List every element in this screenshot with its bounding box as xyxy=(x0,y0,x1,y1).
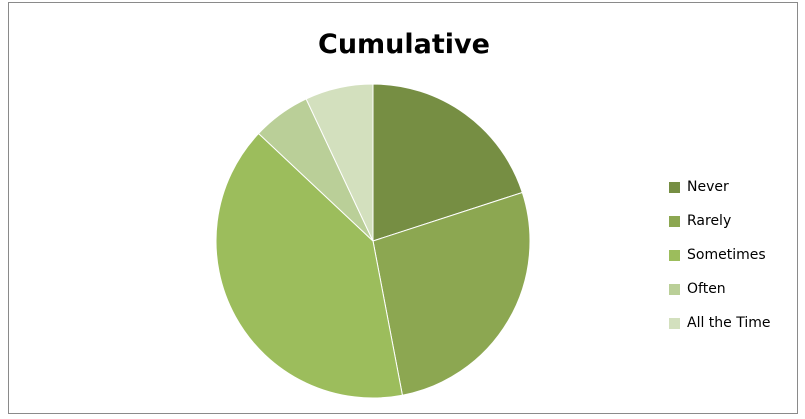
legend-label: Rarely xyxy=(687,213,732,229)
legend-swatch xyxy=(669,317,680,329)
legend-label: Sometimes xyxy=(687,247,766,263)
legend-swatch xyxy=(669,249,680,261)
legend-label: Never xyxy=(687,179,729,195)
pie-slice-rarely xyxy=(372,191,531,396)
legend-swatch xyxy=(669,181,680,193)
chart-legend: Never Rarely Sometimes Often All the Time xyxy=(669,170,771,340)
legend-item-all-the-time: All the Time xyxy=(669,306,771,340)
legend-label: Often xyxy=(687,281,726,297)
pie-slice-sometimes xyxy=(215,132,404,399)
chart-title: Cumulative xyxy=(318,29,490,60)
legend-swatch xyxy=(669,215,680,227)
pie-slice-never xyxy=(372,83,523,242)
pie-slice-all-the-time xyxy=(305,83,374,242)
legend-swatch xyxy=(669,283,680,295)
chart-area: Cumulative Never Rarely Sometimes Often All … xyxy=(8,2,798,414)
legend-item-often: Often xyxy=(669,272,771,306)
legend-item-rarely: Rarely xyxy=(669,204,771,238)
pie-chart xyxy=(215,83,531,399)
legend-label: All the Time xyxy=(687,315,771,331)
legend-item-sometimes: Sometimes xyxy=(669,238,771,272)
legend-item-never: Never xyxy=(669,170,771,204)
